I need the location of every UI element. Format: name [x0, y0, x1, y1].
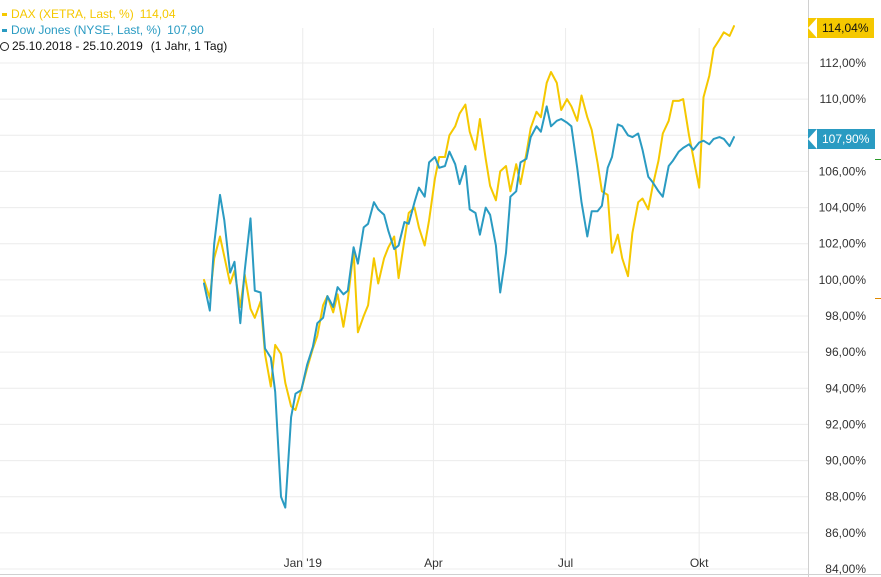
y-tick-label: 98,00% [825, 309, 866, 323]
legend-label-dax: DAX (XETRA, Last, %) [11, 7, 134, 21]
x-tick-label: Jan '19 [284, 556, 323, 570]
chart-legend: DAX (XETRA, Last, %) 114,04 Dow Jones (N… [0, 6, 227, 54]
series-line-dow[interactable] [203, 105, 735, 509]
y-tick-label: 112,00% [820, 56, 867, 70]
legend-item-dax[interactable]: DAX (XETRA, Last, %) 114,04 [0, 6, 227, 22]
clock-icon [0, 41, 9, 51]
y-tick-label: 92,00% [825, 417, 866, 431]
y-tick-label: 102,00% [819, 237, 867, 251]
x-tick-label: Okt [690, 556, 709, 570]
y-tick-label: 86,00% [825, 526, 866, 540]
x-tick-label: Apr [424, 556, 443, 570]
last-value-tag-dow: 107,90% [808, 129, 876, 149]
y-tick-label: 90,00% [825, 454, 866, 468]
x-tick-label: Jul [558, 556, 573, 570]
last-value-tag-dax: 114,04% [808, 18, 875, 38]
legend-value-dow: 107,90 [167, 23, 204, 37]
series-lines [203, 25, 735, 509]
y-tick-label: 96,00% [825, 345, 866, 359]
y-tick-label: 94,00% [825, 381, 866, 395]
y-tick-label: 104,00% [819, 201, 867, 215]
period-span: (1 Jahr, 1 Tag) [150, 39, 228, 53]
x-axis: Jan '19 Apr Jul Okt [284, 556, 710, 570]
legend-item-dow[interactable]: Dow Jones (NYSE, Last, %) 107,90 [0, 22, 227, 38]
y-tick-label: 100,00% [819, 273, 867, 287]
y-tick-label: 106,00% [819, 164, 867, 178]
legend-swatch-dow [2, 28, 7, 32]
y-axis: 84,00% 86,00% 88,00% 90,00% 92,00% 94,00% 96,0… [819, 56, 867, 576]
y-tick-label: 110,00% [820, 92, 867, 106]
period-range: 25.10.2018 - 25.10.2019 [12, 39, 143, 53]
edge-marker-green [875, 159, 881, 160]
y-tick-label: 84,00% [825, 562, 866, 576]
legend-period-row: 25.10.2018 - 25.10.2019 (1 Jahr, 1 Tag) [0, 38, 227, 54]
legend-label-dow: Dow Jones (NYSE, Last, %) [11, 23, 162, 37]
legend-swatch-dax [2, 12, 7, 16]
y-tick-label: 88,00% [825, 490, 866, 504]
legend-value-dax: 114,04 [139, 7, 176, 21]
edge-marker-orange [875, 298, 881, 299]
